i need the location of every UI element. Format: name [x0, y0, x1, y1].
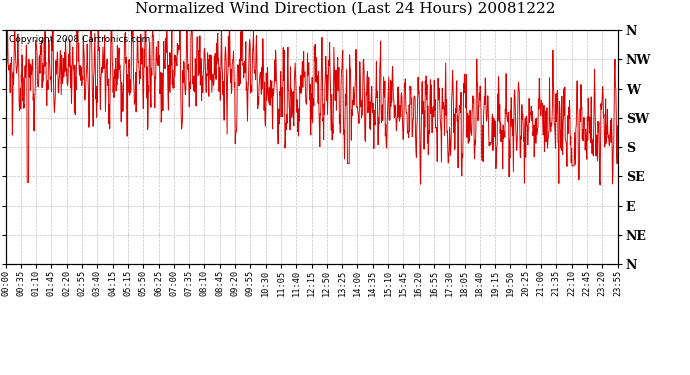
Text: Copyright 2008 Cartronics.com: Copyright 2008 Cartronics.com	[8, 35, 150, 44]
Text: Normalized Wind Direction (Last 24 Hours) 20081222: Normalized Wind Direction (Last 24 Hours…	[135, 2, 555, 16]
